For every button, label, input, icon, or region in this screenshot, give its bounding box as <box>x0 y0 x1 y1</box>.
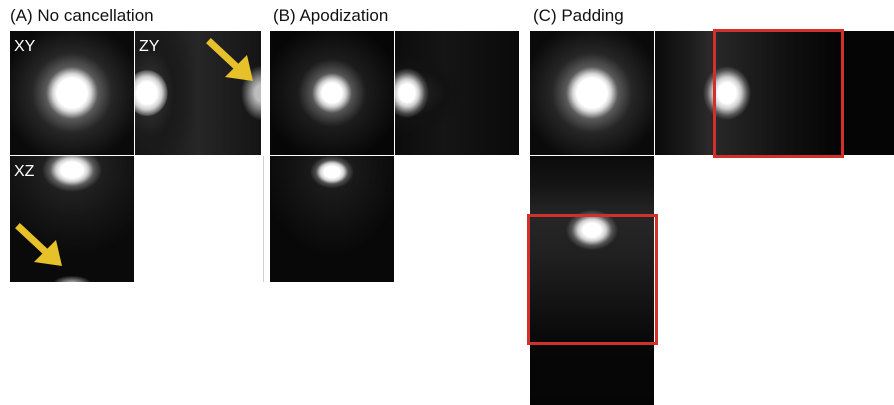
panel-c-xz-view <box>530 156 654 405</box>
zy-label: ZY <box>139 38 160 55</box>
panel-b-xy-view <box>270 31 394 155</box>
padding-highlight-box-zy <box>713 29 844 158</box>
panel-a-xz-view: XZ <box>10 156 134 282</box>
panel-a-xy-view: XY <box>10 31 134 155</box>
panel-c-xy-view <box>530 31 654 155</box>
arrow-icon <box>206 38 253 81</box>
panel-b-title: (B) Apodization <box>273 6 389 25</box>
panel-separator <box>263 156 264 282</box>
panel-b-zy-view <box>395 31 519 155</box>
panel-a-zy-view: ZY <box>135 31 261 155</box>
panel-a-title: (A) No cancellation <box>10 6 154 25</box>
xz-label: XZ <box>14 163 35 180</box>
arrow-icon <box>15 223 62 266</box>
panel-c-zy-view <box>655 31 894 155</box>
xy-label: XY <box>14 38 36 55</box>
panel-b-xz-view <box>270 156 394 282</box>
padding-highlight-box-xz <box>527 214 658 345</box>
panel-c-title: (C) Padding <box>533 6 624 25</box>
